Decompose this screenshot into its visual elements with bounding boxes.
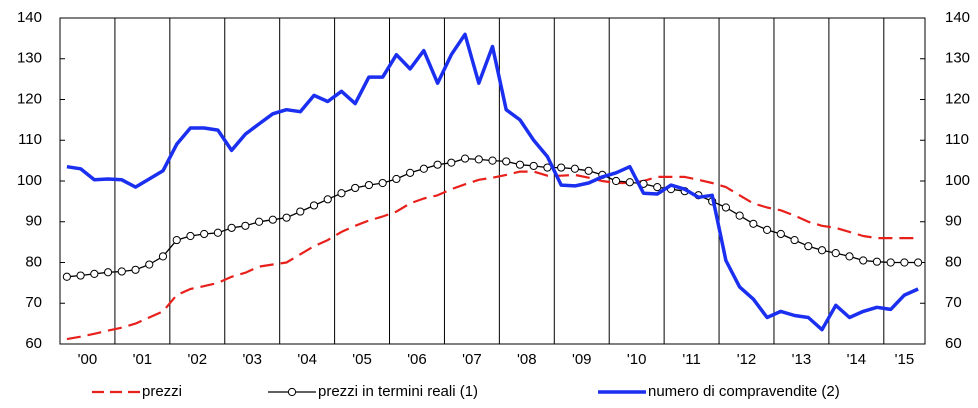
point [296, 207, 305, 216]
point [721, 203, 731, 212]
point [378, 178, 387, 188]
point [557, 163, 566, 172]
point [735, 211, 744, 220]
point [502, 157, 511, 166]
x-tick-label: '07 [462, 351, 482, 368]
y2-tick-label: 90 [945, 213, 962, 230]
point [186, 231, 195, 241]
y-tick-label: 90 [25, 213, 42, 230]
y-tick-label: 140 [17, 9, 42, 26]
x-tick-label: '12 [737, 351, 757, 368]
x-tick-label: '14 [847, 351, 867, 368]
point [117, 267, 126, 276]
point [323, 195, 332, 204]
point [309, 201, 319, 210]
point [584, 166, 593, 175]
y2-tick-label: 60 [945, 335, 962, 352]
point [845, 252, 854, 261]
y-tick-label: 120 [17, 90, 42, 107]
legend-label: prezzi [142, 383, 182, 400]
y2-tick-label: 100 [945, 172, 970, 189]
x-tick-label: '05 [352, 351, 372, 368]
point [227, 223, 236, 232]
y-tick-label: 110 [18, 131, 42, 148]
y-tick-label: 60 [25, 335, 42, 352]
y2-tick-label: 110 [945, 131, 969, 148]
plot-frame [59, 17, 926, 345]
x-tick-label: '15 [895, 351, 915, 368]
point [872, 257, 882, 266]
point [529, 161, 538, 171]
x-tick-label: '00 [78, 351, 98, 368]
point [625, 178, 634, 187]
y-tick-label: 100 [17, 172, 42, 189]
point [337, 189, 346, 198]
point [859, 256, 868, 265]
point [103, 268, 113, 277]
point [570, 164, 579, 173]
x-tick-label: '11 [682, 351, 700, 368]
y-tick-label: 70 [25, 294, 42, 311]
point [241, 221, 250, 230]
point [282, 213, 291, 222]
point [914, 258, 923, 267]
x-tick-label: '10 [627, 351, 647, 368]
legend-label: prezzi in termini reali (1) [318, 383, 478, 400]
point [653, 183, 662, 192]
point [447, 158, 456, 167]
x-tick-label: '02 [188, 351, 208, 368]
point [200, 229, 209, 239]
point [131, 265, 140, 274]
point [817, 246, 827, 255]
x-tick-label: '01 [133, 351, 153, 368]
point [515, 160, 525, 169]
point [474, 155, 483, 164]
point [763, 225, 772, 234]
point [488, 156, 497, 165]
legend-marker [287, 387, 297, 397]
point [90, 269, 99, 279]
x-tick-label: '03 [242, 351, 262, 368]
point [433, 160, 442, 169]
point [268, 215, 277, 224]
point [804, 242, 813, 251]
point [419, 164, 428, 173]
x-tick-label: '06 [407, 351, 427, 368]
point [790, 235, 799, 245]
point [776, 229, 785, 239]
point [460, 154, 470, 163]
y2-tick-label: 120 [945, 90, 970, 107]
x-tick-label: '08 [517, 351, 537, 368]
point [392, 174, 401, 184]
series-line [66, 157, 919, 278]
series-line [66, 170, 919, 341]
point [406, 168, 415, 177]
point [158, 252, 168, 261]
point [213, 228, 222, 237]
point [831, 249, 840, 258]
legend-label: numero di compravendite (2) [648, 383, 840, 400]
point [76, 271, 85, 280]
x-tick-label: '13 [792, 351, 812, 368]
point [611, 176, 621, 186]
y2-tick-label: 80 [945, 253, 962, 270]
y2-tick-label: 130 [945, 50, 970, 67]
point [254, 217, 264, 226]
y2-tick-label: 140 [945, 9, 970, 26]
y2-tick-label: 70 [945, 294, 962, 311]
series-line [66, 32, 919, 332]
y-tick-label: 130 [17, 50, 42, 67]
point [62, 272, 71, 281]
point [351, 183, 360, 193]
x-tick-label: '09 [572, 351, 592, 368]
point [886, 258, 895, 267]
point [900, 258, 909, 267]
point [749, 219, 758, 228]
x-tick-label: '04 [297, 351, 317, 368]
point [145, 260, 154, 269]
point [364, 180, 374, 190]
y-tick-label: 80 [25, 253, 42, 270]
point [172, 235, 181, 245]
